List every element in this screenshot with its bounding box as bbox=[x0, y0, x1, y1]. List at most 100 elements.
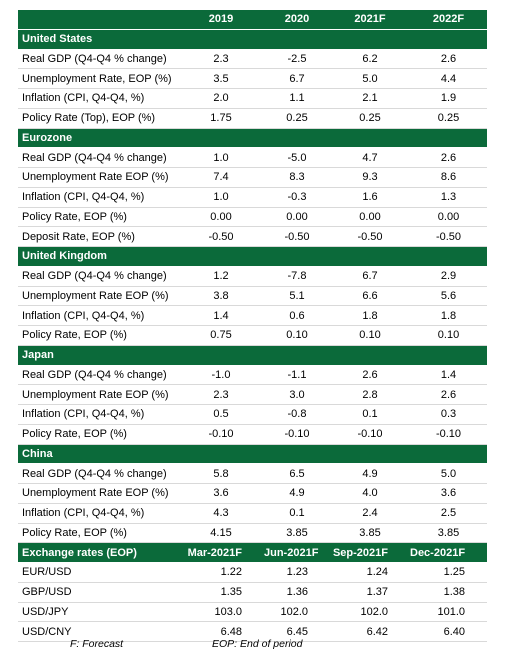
value-cell: -0.8 bbox=[287, 408, 307, 421]
value-cell: 6.42 bbox=[366, 625, 388, 638]
value-cell: 3.0 bbox=[289, 388, 305, 401]
value-cell: -1.0 bbox=[211, 368, 231, 381]
value-cell: 0.1 bbox=[362, 408, 378, 421]
data-row: Deposit Rate, EOP (%) -0.50 -0.50 -0.50 -0.5… bbox=[18, 227, 487, 247]
data-row: Unemployment Rate EOP (%) 7.4 8.3 9.3 8.6 bbox=[18, 168, 487, 188]
value-cell: 1.37 bbox=[366, 586, 388, 599]
data-row: Unemployment Rate, EOP (%) 3.5 6.7 5.0 4.4 bbox=[18, 69, 487, 89]
value-cell: 3.85 bbox=[286, 526, 308, 539]
value-cell: 2.6 bbox=[440, 388, 457, 401]
row-label: Inflation (CPI, Q4-Q4, %) bbox=[22, 507, 145, 520]
value-cell: 3.8 bbox=[213, 289, 229, 302]
value-cell: 5.0 bbox=[440, 467, 457, 480]
value-cell: 1.22 bbox=[220, 566, 242, 579]
row-label: USD/JPY bbox=[22, 605, 69, 618]
value-cell: 4.9 bbox=[289, 487, 305, 500]
value-cell: 1.4 bbox=[440, 368, 457, 381]
column-header: Jun-2021F bbox=[264, 546, 319, 559]
value-cell: 0.10 bbox=[437, 329, 460, 342]
value-cell: 3.85 bbox=[359, 526, 381, 539]
value-cell: 103.0 bbox=[214, 605, 242, 618]
row-label: Policy Rate, EOP (%) bbox=[22, 526, 127, 539]
section-title: Exchange rates (EOP) bbox=[22, 546, 137, 559]
value-cell: 6.2 bbox=[362, 52, 378, 65]
value-cell: -0.50 bbox=[357, 230, 383, 243]
value-cell: 102.0 bbox=[280, 605, 308, 618]
row-label: Unemployment Rate EOP (%) bbox=[22, 171, 169, 184]
value-cell: 2.6 bbox=[440, 151, 457, 164]
value-cell: 7.4 bbox=[213, 171, 229, 184]
value-cell: 2.9 bbox=[440, 270, 457, 283]
value-cell: 0.5 bbox=[213, 408, 229, 421]
footnote: EOP: End of period bbox=[212, 638, 303, 650]
value-cell: 2.6 bbox=[440, 52, 457, 65]
value-cell: 2.3 bbox=[213, 52, 229, 65]
data-row: Unemployment Rate EOP (%) 3.6 4.9 4.0 3.6 bbox=[18, 484, 487, 504]
data-row: Policy Rate, EOP (%) 0.75 0.10 0.10 0.10 bbox=[18, 326, 487, 346]
data-row: Real GDP (Q4-Q4 % change) 5.8 6.5 4.9 5.0 bbox=[18, 464, 487, 484]
value-cell: -0.10 bbox=[357, 428, 383, 441]
data-row: Policy Rate, EOP (%) 4.15 3.85 3.85 3.85 bbox=[18, 524, 487, 544]
value-cell: 1.75 bbox=[210, 112, 232, 125]
row-label: Inflation (CPI, Q4-Q4, %) bbox=[22, 191, 145, 204]
value-cell: 1.36 bbox=[286, 586, 308, 599]
value-cell: 0.25 bbox=[359, 112, 381, 125]
data-row: Policy Rate, EOP (%) 0.00 0.00 0.00 0.00 bbox=[18, 208, 487, 228]
data-row: Inflation (CPI, Q4-Q4, %) 1.0 -0.3 1.6 1.3 bbox=[18, 188, 487, 208]
value-cell: 6.48 bbox=[220, 625, 242, 638]
value-cell: -0.50 bbox=[284, 230, 310, 243]
section-title: China bbox=[22, 447, 53, 460]
value-cell: -0.10 bbox=[435, 428, 462, 441]
row-label: Unemployment Rate EOP (%) bbox=[22, 289, 169, 302]
data-row: Policy Rate, EOP (%) -0.10 -0.10 -0.10 -0.10 bbox=[18, 425, 487, 445]
value-cell: 1.1 bbox=[289, 92, 305, 105]
row-label: Inflation (CPI, Q4-Q4, %) bbox=[22, 309, 145, 322]
value-cell: 0.75 bbox=[210, 329, 232, 342]
value-cell: 0.3 bbox=[440, 408, 457, 421]
value-cell: 101.0 bbox=[437, 605, 465, 618]
value-cell: 0.00 bbox=[210, 210, 232, 223]
value-cell: 1.6 bbox=[362, 191, 378, 204]
value-cell: 1.8 bbox=[440, 309, 457, 322]
header-row: 2019 2020 2021F 2022F bbox=[18, 10, 487, 30]
row-label: Real GDP (Q4-Q4 % change) bbox=[22, 368, 167, 381]
section-title: United Kingdom bbox=[22, 250, 107, 263]
value-cell: 2.3 bbox=[213, 388, 229, 401]
value-cell: 4.0 bbox=[362, 487, 378, 500]
data-row: Inflation (CPI, Q4-Q4, %) 0.5 -0.8 0.1 0.3 bbox=[18, 405, 487, 425]
value-cell: -2.5 bbox=[287, 52, 307, 65]
value-cell: 3.6 bbox=[213, 487, 229, 500]
section-title: United States bbox=[22, 33, 93, 46]
value-cell: 4.4 bbox=[440, 72, 457, 85]
data-row: GBP/USD 1.35 1.36 1.37 1.38 bbox=[18, 583, 487, 603]
value-cell: 6.45 bbox=[286, 625, 308, 638]
value-cell: 5.6 bbox=[440, 289, 457, 302]
value-cell: 6.5 bbox=[289, 467, 305, 480]
value-cell: 0.00 bbox=[437, 210, 460, 223]
value-cell: 6.7 bbox=[289, 72, 305, 85]
header-row: United States bbox=[18, 29, 487, 50]
value-cell: 0.00 bbox=[359, 210, 381, 223]
value-cell: -5.0 bbox=[287, 151, 307, 164]
row-label: Real GDP (Q4-Q4 % change) bbox=[22, 270, 167, 283]
row-label: USD/CNY bbox=[22, 625, 72, 638]
value-cell: 1.3 bbox=[440, 191, 457, 204]
data-row: USD/JPY 103.0 102.0 102.0 101.0 bbox=[18, 603, 487, 623]
value-cell: 1.23 bbox=[286, 566, 308, 579]
value-cell: 1.25 bbox=[443, 566, 465, 579]
value-cell: 2.0 bbox=[213, 92, 229, 105]
data-row: Unemployment Rate EOP (%) 2.3 3.0 2.8 2.6 bbox=[18, 385, 487, 405]
value-cell: -1.1 bbox=[287, 368, 307, 381]
value-cell: 0.10 bbox=[359, 329, 381, 342]
row-label: Inflation (CPI, Q4-Q4, %) bbox=[22, 408, 145, 421]
value-cell: 0.25 bbox=[286, 112, 308, 125]
row-label: Unemployment Rate EOP (%) bbox=[22, 487, 169, 500]
value-cell: 3.85 bbox=[437, 526, 460, 539]
value-cell: -0.10 bbox=[284, 428, 310, 441]
value-cell: 102.0 bbox=[360, 605, 388, 618]
row-label: Policy Rate, EOP (%) bbox=[22, 428, 127, 441]
data-row: USD/CNY 6.48 6.45 6.42 6.40 bbox=[18, 622, 487, 642]
header-row: Eurozone bbox=[18, 128, 487, 149]
value-cell: 0.1 bbox=[289, 507, 305, 520]
value-cell: 6.7 bbox=[362, 270, 378, 283]
